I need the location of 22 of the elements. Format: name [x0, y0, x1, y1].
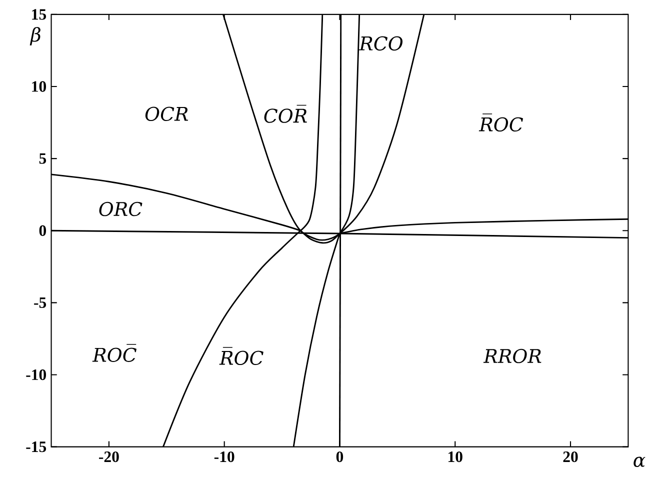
- x-tick-label: 10: [448, 451, 462, 462]
- annotation: COR̅: [264, 104, 307, 123]
- y-tick-label: 5: [39, 153, 46, 164]
- x-tick-label: -20: [99, 451, 119, 462]
- y-tick-label: -10: [26, 369, 46, 380]
- y-tick-label: 15: [32, 9, 46, 20]
- y-tick-label: 0: [39, 225, 46, 236]
- annotation: RROR: [483, 348, 542, 364]
- annotation: ORC: [99, 202, 142, 216]
- annotation: R̅OC: [219, 347, 264, 366]
- x-axis-title: α: [634, 456, 646, 468]
- y-tick-label: -5: [34, 297, 46, 308]
- annotation: OCR: [145, 106, 188, 122]
- x-tick-label: 20: [563, 451, 578, 462]
- y-tick-label: -15: [26, 442, 46, 452]
- y-axis-title: β: [30, 26, 40, 46]
- annotation: R̅OC: [478, 114, 524, 132]
- x-tick-label: 0: [336, 451, 344, 462]
- x-tick-label: -10: [214, 451, 234, 462]
- annotation: RCO: [358, 36, 403, 51]
- annotation: ROC̅: [92, 344, 136, 362]
- y-tick-label: 10: [32, 81, 46, 92]
